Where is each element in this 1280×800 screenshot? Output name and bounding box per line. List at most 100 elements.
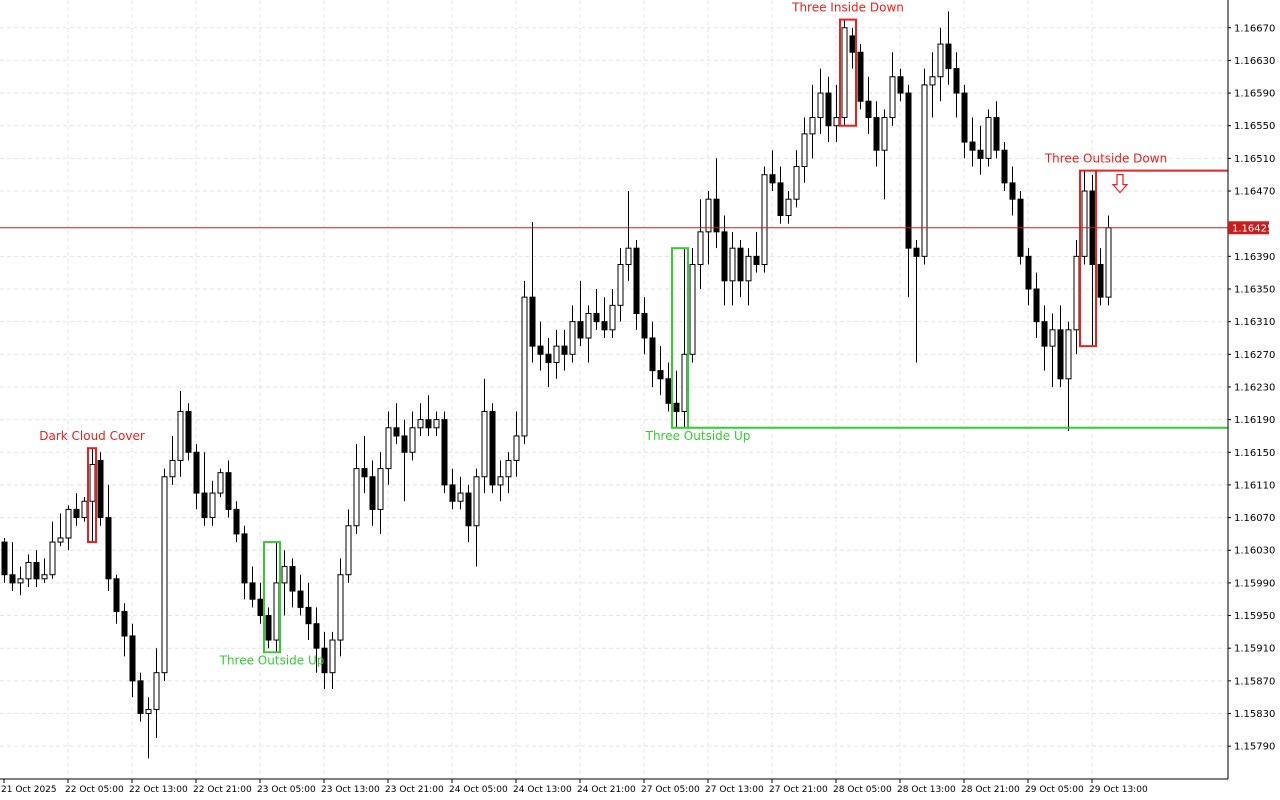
bear-candle bbox=[305, 606, 312, 625]
bear-candle bbox=[1057, 329, 1064, 380]
bull-candle bbox=[169, 459, 176, 478]
y-tick-label: 1.16230 bbox=[1234, 382, 1275, 393]
bull-candle bbox=[177, 410, 184, 461]
y-tick-label: 1.16070 bbox=[1234, 513, 1275, 524]
bull-candle bbox=[281, 566, 288, 584]
bull-candle bbox=[1065, 329, 1072, 380]
pattern-label: Three Outside Up bbox=[219, 653, 325, 667]
bull-candle bbox=[153, 672, 160, 710]
bull-candle bbox=[89, 464, 96, 502]
pattern-box bbox=[263, 541, 281, 654]
bear-candle bbox=[969, 141, 976, 151]
bull-candle bbox=[417, 419, 424, 429]
pattern-box bbox=[839, 18, 857, 127]
bear-candle bbox=[665, 378, 672, 404]
bull-candle bbox=[681, 353, 688, 412]
bull-candle bbox=[481, 410, 488, 478]
y-tick-label: 1.15910 bbox=[1234, 644, 1275, 655]
bull-candle bbox=[505, 459, 512, 478]
bear-candle bbox=[873, 117, 880, 151]
bull-candle bbox=[705, 198, 712, 233]
bull-candle bbox=[937, 43, 944, 78]
bear-candle bbox=[977, 149, 984, 159]
bear-candle bbox=[121, 610, 128, 637]
bear-candle bbox=[1097, 264, 1104, 298]
axes: 1.16670 1.16630 1.16590 1.16550 1.16510 1.164… bbox=[1, 23, 1275, 795]
bear-candle bbox=[1041, 321, 1048, 347]
bull-candle bbox=[1073, 255, 1080, 331]
y-tick-label: 1.15950 bbox=[1234, 611, 1275, 622]
y-tick-label: 1.16190 bbox=[1234, 415, 1275, 426]
bear-candle bbox=[193, 451, 200, 494]
bull-candle bbox=[433, 419, 440, 429]
x-tick-label: 24 Oct 21:00 bbox=[577, 785, 636, 795]
x-tick-label: 28 Oct 13:00 bbox=[897, 785, 956, 795]
x-tick-label: 27 Oct 13:00 bbox=[705, 785, 764, 795]
bull-candle bbox=[329, 639, 336, 674]
bull-candle bbox=[513, 435, 520, 461]
y-tick-label: 1.16590 bbox=[1234, 89, 1275, 100]
bull-candle bbox=[497, 476, 504, 486]
bear-candle bbox=[113, 578, 120, 612]
bull-candle bbox=[697, 231, 704, 266]
bear-candle bbox=[913, 247, 920, 257]
bear-candle bbox=[449, 484, 456, 502]
bear-candle bbox=[1001, 149, 1008, 184]
bull-candle bbox=[521, 296, 528, 437]
bull-candle bbox=[457, 492, 464, 502]
bear-candle bbox=[297, 590, 304, 608]
bear-candle bbox=[721, 231, 728, 282]
bear-candle bbox=[849, 35, 856, 53]
bear-candle bbox=[257, 598, 264, 617]
bear-candle bbox=[857, 51, 864, 102]
bull-candle bbox=[569, 321, 576, 355]
bear-candle bbox=[369, 476, 376, 510]
y-tick-label: 1.16630 bbox=[1234, 56, 1275, 67]
bull-candle bbox=[1049, 329, 1056, 347]
x-tick-label: 22 Oct 13:00 bbox=[129, 785, 188, 795]
x-tick-label: 29 Oct 13:00 bbox=[1089, 785, 1148, 795]
bull-candle bbox=[553, 345, 560, 363]
bear-candle bbox=[185, 410, 192, 453]
bull-candle bbox=[273, 582, 280, 641]
bull-candle bbox=[209, 492, 216, 519]
x-tick-label: 23 Oct 13:00 bbox=[321, 785, 380, 795]
bull-candle bbox=[785, 198, 792, 217]
pattern-label: Three Outside Down bbox=[1044, 152, 1167, 166]
bull-candle bbox=[745, 255, 752, 282]
bull-candle bbox=[689, 264, 696, 355]
bull-candle bbox=[49, 541, 56, 576]
last-price-label: 1.16425 bbox=[1232, 223, 1273, 234]
y-tick-label: 1.15790 bbox=[1234, 742, 1275, 753]
bear-candle bbox=[953, 68, 960, 94]
bull-candle bbox=[65, 508, 72, 539]
bear-candle bbox=[265, 615, 272, 641]
bear-candle bbox=[545, 353, 552, 363]
bull-candle bbox=[217, 472, 224, 494]
bear-candle bbox=[649, 337, 656, 372]
last-price-box bbox=[1228, 221, 1269, 235]
bear-candle bbox=[425, 419, 432, 429]
bear-candle bbox=[641, 312, 648, 339]
y-tick-label: 1.16350 bbox=[1234, 284, 1275, 295]
bull-candle bbox=[841, 27, 848, 119]
bull-candle bbox=[473, 476, 480, 527]
bear-candle bbox=[9, 574, 16, 584]
bull-candle bbox=[609, 304, 616, 331]
bear-candle bbox=[777, 182, 784, 217]
y-tick-label: 1.16670 bbox=[1234, 23, 1275, 34]
bear-candle bbox=[289, 566, 296, 592]
bear-candle bbox=[73, 508, 80, 519]
y-tick-label: 1.16310 bbox=[1234, 317, 1275, 328]
bull-candle bbox=[881, 117, 888, 151]
bull-candle bbox=[585, 312, 592, 339]
bull-candle bbox=[161, 476, 168, 674]
bull-candle bbox=[1081, 190, 1088, 257]
pattern-box bbox=[87, 447, 97, 544]
x-tick-label: 23 Oct 21:00 bbox=[385, 785, 444, 795]
bull-candle bbox=[833, 117, 840, 127]
y-tick-label: 1.16470 bbox=[1234, 187, 1275, 198]
bull-candle bbox=[817, 92, 824, 119]
